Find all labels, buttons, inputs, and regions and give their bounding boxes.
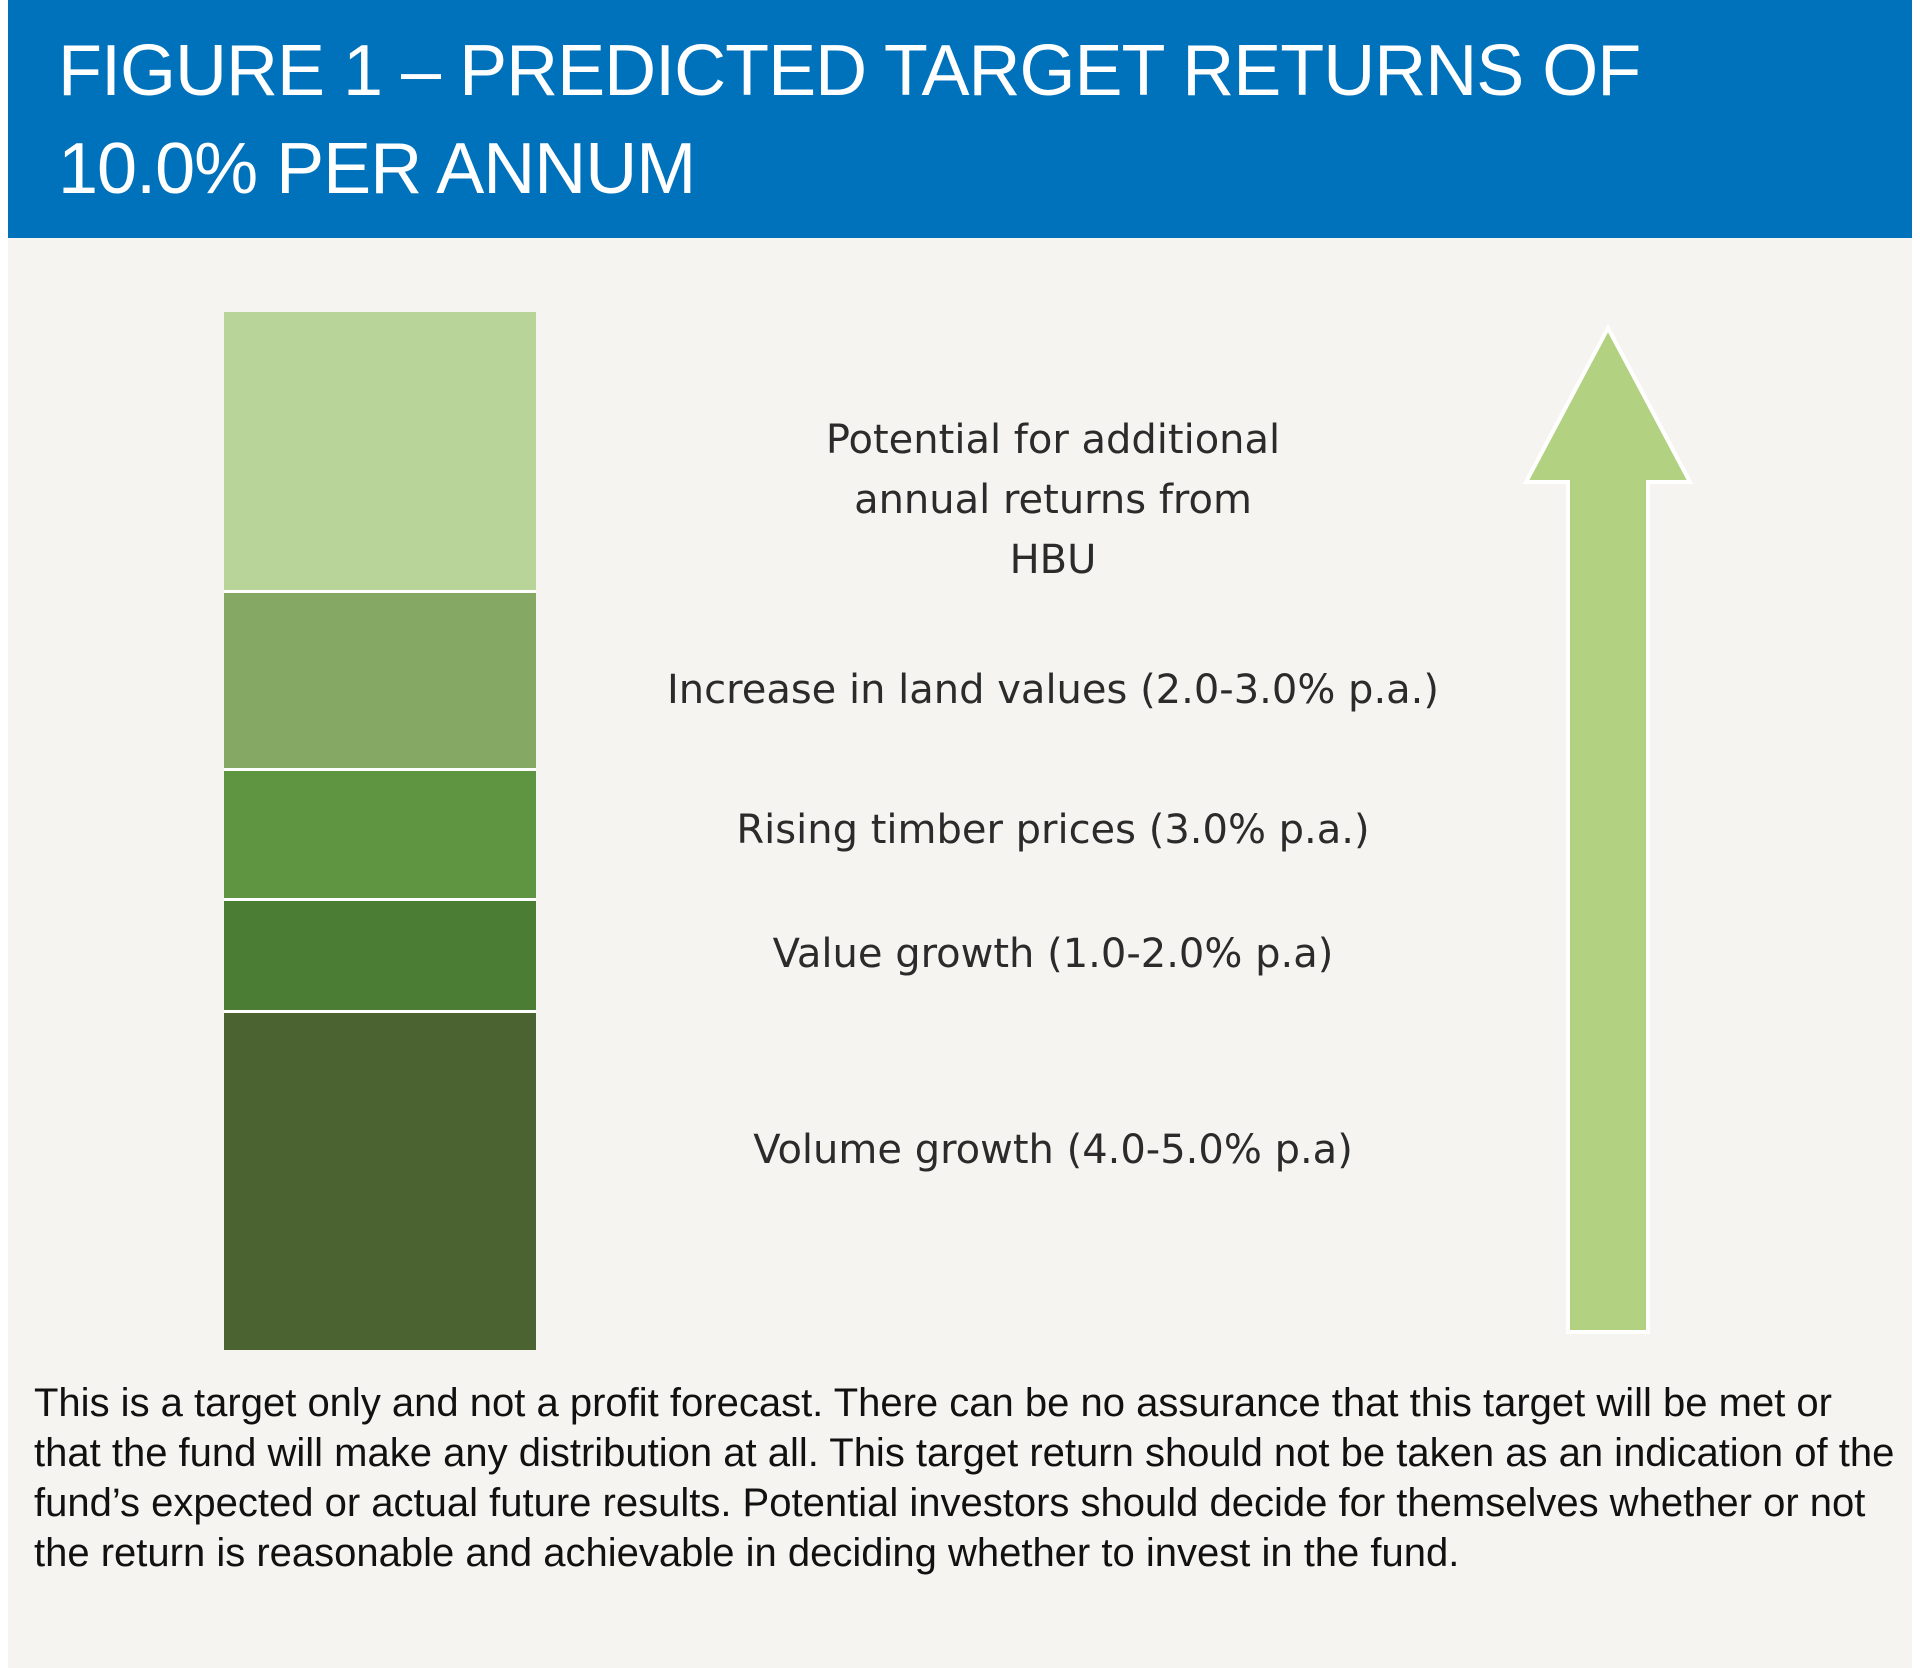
label-hbu-returns: Potential for additional annual returns … xyxy=(825,417,1281,583)
figure-panel: FIGURE 1 – PREDICTED TARGET RETURNS OF 1… xyxy=(8,0,1912,1668)
label-value-growth: Value growth (1.0-2.0% p.a) xyxy=(772,931,1334,977)
block-volume-growth xyxy=(224,1010,536,1350)
block-land-values xyxy=(224,590,536,768)
up-arrow-icon xyxy=(1522,323,1694,1334)
disclaimer-text: This is a target only and not a profit f… xyxy=(34,1381,1895,1575)
up-arrow-shape xyxy=(1522,323,1694,1334)
block-value-growth xyxy=(224,898,536,1010)
block-hbu-returns xyxy=(224,312,536,590)
label-timber-prices: Rising timber prices (3.0% p.a.) xyxy=(736,807,1370,853)
label-volume-growth: Volume growth (4.0-5.0% p.a) xyxy=(753,1127,1353,1173)
label-land-values: Increase in land values (2.0-3.0% p.a.) xyxy=(667,667,1439,713)
block-timber-prices xyxy=(224,768,536,898)
figure-title: FIGURE 1 – PREDICTED TARGET RETURNS OF 1… xyxy=(58,31,1641,209)
figure-header: FIGURE 1 – PREDICTED TARGET RETURNS OF 1… xyxy=(8,0,1912,238)
